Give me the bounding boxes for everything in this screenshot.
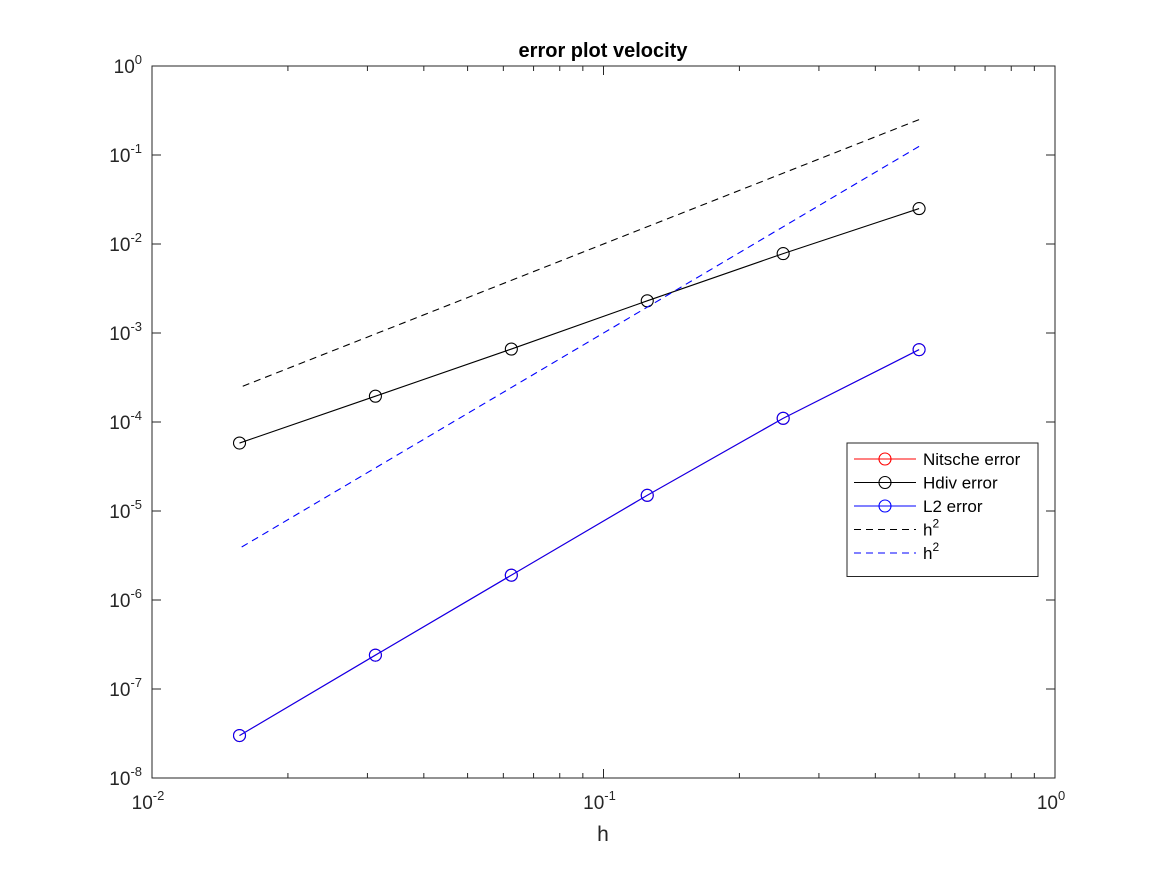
legend-label-name: Nitsche error [923,450,1021,469]
legend-label: Nitsche error [923,450,1021,469]
x-tick-labels: 10-2 10-1 100 [132,788,1066,814]
y-tick-label-base: 10 [109,680,130,701]
x-tick-label: 10-2 [132,788,165,814]
series-2 [232,343,926,743]
y-tick-label-exp: -6 [130,586,142,601]
data-point [504,342,518,356]
y-tick-label: 10-3 [109,319,142,345]
y-tick-label: 100 [114,52,142,78]
series-layer [232,119,926,743]
legend-item: Nitsche error [854,450,1021,469]
y-tick-label-exp: -3 [130,319,142,334]
legend-label-name: h [923,521,932,540]
x-tick-label: 10-1 [583,788,616,814]
data-point [232,436,247,450]
series-line [239,349,920,737]
y-tick-label: 10-5 [109,497,142,523]
y-tick-label-exp: 0 [135,52,142,67]
y-tick-label-exp: -2 [130,230,142,245]
legend-label-name: Hdiv error [923,474,998,493]
legend-item: h2 [854,540,939,563]
data-point [232,728,247,743]
legend-box [846,442,1039,577]
plot-area [152,66,1055,778]
legend-label-sup: 2 [932,540,939,554]
y-tick-label-base: 10 [109,146,130,167]
x-tick-label-exp: -2 [153,788,165,803]
y-tick-label-base: 10 [109,769,130,790]
legend-label-name: h [923,544,932,563]
legend-label: h2 [923,540,939,563]
legend-item: Hdiv error [854,474,998,493]
legend-label: Hdiv error [923,474,998,493]
x-tick-label-base: 10 [1037,793,1058,814]
legend-marker [878,499,892,513]
y-tick-label-exp: -1 [130,141,142,156]
x-tick-label-base: 10 [132,793,153,814]
x-tick-label: 100 [1037,788,1065,814]
legend-item: h2 [854,517,939,540]
legend-marker [878,475,892,490]
data-point [640,488,654,502]
legend-label-name: L2 error [923,497,983,516]
x-tick-label-exp: -1 [604,788,616,803]
series-line [239,208,920,444]
data-point [776,411,790,425]
series-3 [239,119,920,389]
legend-label: L2 error [923,497,983,516]
y-tick-label-exp: -8 [130,764,142,779]
x-tick-label-exp: 0 [1058,788,1065,803]
data-point [912,202,926,216]
legend-marker [878,452,892,466]
y-tick-label-base: 10 [109,502,130,523]
y-tick-label: 10-2 [109,230,142,256]
y-tick-label: 10-4 [109,408,142,434]
y-tick-label-base: 10 [109,591,130,612]
data-point [368,389,382,403]
y-tick-label: 10-1 [109,141,142,167]
y-tick-label-base: 10 [109,235,130,256]
x-tick-label-base: 10 [583,793,604,814]
data-point [912,343,926,357]
legend-label: h2 [923,517,939,540]
y-tick-label-base: 10 [114,57,135,78]
series-line [239,119,920,389]
y-tick-label-exp: -7 [130,675,142,690]
y-tick-label: 10-6 [109,586,142,612]
x-axis-label: h [597,823,609,846]
y-tick-label-base: 10 [109,413,130,434]
legend-label-sup: 2 [932,517,939,531]
data-point [504,568,518,582]
data-point [776,247,790,261]
y-tick-label: 10-8 [109,764,142,790]
y-tick-label: 10-7 [109,675,142,701]
y-tick-label-exp: -5 [130,497,142,512]
axes-box [151,65,1056,779]
y-tick-label-base: 10 [109,324,130,345]
legend-item: L2 error [854,497,983,516]
y-tick-label-exp: -4 [130,408,142,423]
data-point [368,648,382,662]
chart-title: error plot velocity [519,40,689,62]
